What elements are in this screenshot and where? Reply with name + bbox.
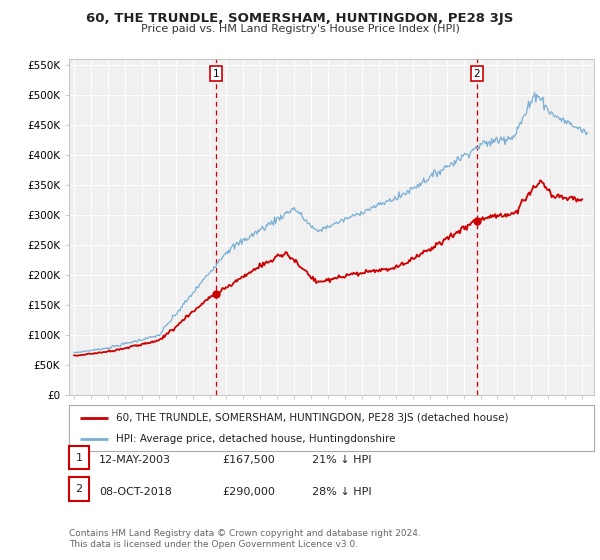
Text: 2: 2 (473, 69, 480, 79)
Text: 60, THE TRUNDLE, SOMERSHAM, HUNTINGDON, PE28 3JS: 60, THE TRUNDLE, SOMERSHAM, HUNTINGDON, … (86, 12, 514, 25)
Text: 21% ↓ HPI: 21% ↓ HPI (312, 455, 371, 465)
Text: 1: 1 (76, 452, 82, 463)
Text: HPI: Average price, detached house, Huntingdonshire: HPI: Average price, detached house, Hunt… (116, 435, 396, 444)
Text: £290,000: £290,000 (222, 487, 275, 497)
Text: Price paid vs. HM Land Registry's House Price Index (HPI): Price paid vs. HM Land Registry's House … (140, 24, 460, 34)
Text: £167,500: £167,500 (222, 455, 275, 465)
Text: Contains HM Land Registry data © Crown copyright and database right 2024.
This d: Contains HM Land Registry data © Crown c… (69, 529, 421, 549)
Text: 12-MAY-2003: 12-MAY-2003 (99, 455, 171, 465)
Text: 2: 2 (76, 484, 82, 494)
Text: 28% ↓ HPI: 28% ↓ HPI (312, 487, 371, 497)
Text: 60, THE TRUNDLE, SOMERSHAM, HUNTINGDON, PE28 3JS (detached house): 60, THE TRUNDLE, SOMERSHAM, HUNTINGDON, … (116, 413, 509, 423)
Text: 08-OCT-2018: 08-OCT-2018 (99, 487, 172, 497)
Text: 1: 1 (212, 69, 219, 79)
